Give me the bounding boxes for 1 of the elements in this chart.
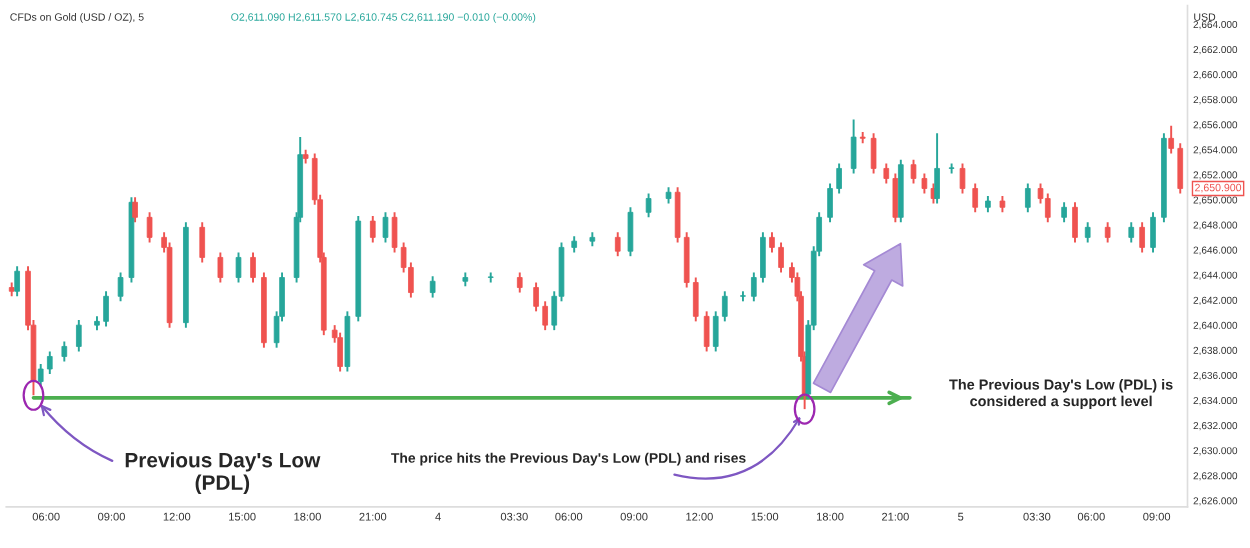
annotation: Previous Day's Low (PDL) <box>125 452 321 495</box>
